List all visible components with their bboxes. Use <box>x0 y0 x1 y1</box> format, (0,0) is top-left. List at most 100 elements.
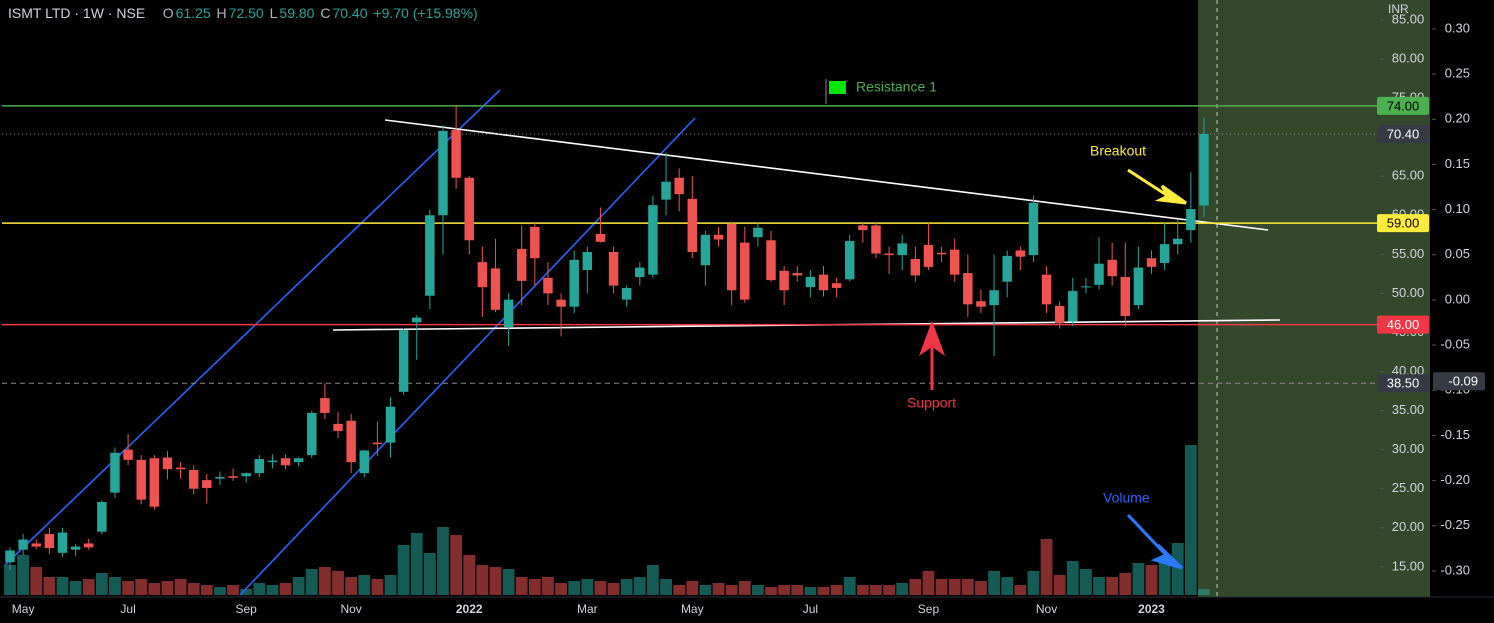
ohlc-key: O <box>162 5 174 21</box>
candle-body <box>1120 276 1130 317</box>
volume-bar <box>450 535 463 595</box>
y2-tick-label: -0.15 <box>1440 427 1470 442</box>
candle-body <box>543 277 553 294</box>
candle-body <box>97 502 107 532</box>
candle-body <box>884 253 894 256</box>
candle-body <box>44 534 55 549</box>
candle-body <box>530 226 540 259</box>
x-tick-label: Sep <box>918 602 940 616</box>
candle-body <box>661 181 671 200</box>
volume-bar <box>581 579 594 595</box>
candle-body <box>359 450 369 474</box>
x-tick-label: 2022 <box>456 602 483 616</box>
candle-body <box>241 473 251 477</box>
candle-body <box>1107 259 1117 277</box>
volume-layer <box>4 445 1210 595</box>
volume-bar <box>135 579 148 595</box>
volume-bar <box>240 589 253 595</box>
change: +9.70 (+15.98%) <box>373 5 478 21</box>
x-tick-label: Jul <box>120 602 135 616</box>
candle-body <box>1159 244 1170 263</box>
candle-body <box>687 198 698 252</box>
volume-bar <box>122 581 134 595</box>
candle-body <box>412 317 422 323</box>
volume-bar <box>4 565 16 595</box>
candle-body <box>963 273 973 305</box>
candle-body <box>451 130 461 178</box>
y2-tick-label: 0.15 <box>1445 156 1470 171</box>
volume-bar <box>279 583 292 595</box>
ohlc-value: 72.50 <box>228 5 264 21</box>
volume-bar <box>1027 571 1040 595</box>
candle-body <box>18 539 28 550</box>
y-tick-label: 25.00 <box>1392 480 1425 495</box>
candle-body <box>700 234 711 266</box>
candle-body <box>805 276 816 288</box>
volume-bar <box>647 565 659 595</box>
candle-body <box>346 420 356 463</box>
volume-bar <box>856 585 869 595</box>
level-label: 46.00 <box>1387 317 1420 332</box>
volume-bar <box>791 585 804 595</box>
volume-bar <box>765 587 777 595</box>
y-tick-label: 85.00 <box>1392 11 1425 26</box>
volume-bar <box>961 579 974 595</box>
volume-bar <box>660 579 672 595</box>
volume-bar <box>95 573 108 595</box>
volume-bar <box>975 581 987 595</box>
volume-bar <box>922 571 935 595</box>
ohlc-value: 70.40 <box>332 5 368 21</box>
volume-bar <box>1171 543 1184 595</box>
candle-body <box>425 215 435 296</box>
volume-bar <box>82 579 95 595</box>
annotations: Resistance 1 Breakout Support Volume <box>825 79 1187 570</box>
candle-body <box>648 205 658 275</box>
volume-bar <box>305 569 318 595</box>
candle-body <box>674 177 684 195</box>
candle-body <box>149 458 160 507</box>
candle-body <box>753 227 763 238</box>
volume-bar <box>1198 589 1210 595</box>
volume-bar <box>725 585 738 595</box>
volume-bar <box>1106 577 1119 595</box>
y2-tick-label: 0.05 <box>1445 246 1470 261</box>
candle-body <box>320 398 330 413</box>
volume-bar <box>620 579 633 595</box>
volume-bar <box>214 587 226 595</box>
level-label: 38.50 <box>1387 376 1420 391</box>
candle-body <box>477 262 488 288</box>
x-tick-label: Jul <box>803 602 818 616</box>
volume-bar <box>30 567 43 595</box>
y2-tick-label: -0.30 <box>1440 562 1470 577</box>
volume-bar <box>555 583 567 595</box>
volume-bar <box>148 583 161 595</box>
y2-tick-label: 0.20 <box>1445 111 1470 126</box>
volume-bar <box>161 581 174 595</box>
levels <box>2 105 1378 384</box>
volume-bar <box>56 577 69 595</box>
level-label: -0.09 <box>1448 374 1478 389</box>
volume-bar <box>463 555 476 595</box>
flag <box>829 81 846 94</box>
volume-bar <box>1158 557 1171 595</box>
header: ISMT LTD · 1W · NSE O 61.25 H 72.50 L 59.80… <box>8 5 480 21</box>
volume-bar <box>542 577 554 595</box>
volume-bar <box>528 579 541 595</box>
ohlc-key: C <box>320 5 331 21</box>
volume-bar <box>568 581 581 595</box>
volume-bar <box>384 575 397 595</box>
candle-body <box>372 442 383 445</box>
candle-body <box>608 251 619 286</box>
candle-body <box>280 458 291 466</box>
candle-body <box>516 248 527 281</box>
volume-bar <box>332 571 344 595</box>
candle-body <box>398 330 409 392</box>
volume-bar <box>1184 445 1197 595</box>
candle-body <box>1068 291 1078 322</box>
volume-bar <box>778 585 791 595</box>
candle-body <box>1199 134 1209 206</box>
ohlc-value: 61.25 <box>175 5 211 21</box>
y-tick-label: 65.00 <box>1392 168 1425 183</box>
candle-body <box>5 550 15 563</box>
candle-body <box>1002 255 1012 282</box>
